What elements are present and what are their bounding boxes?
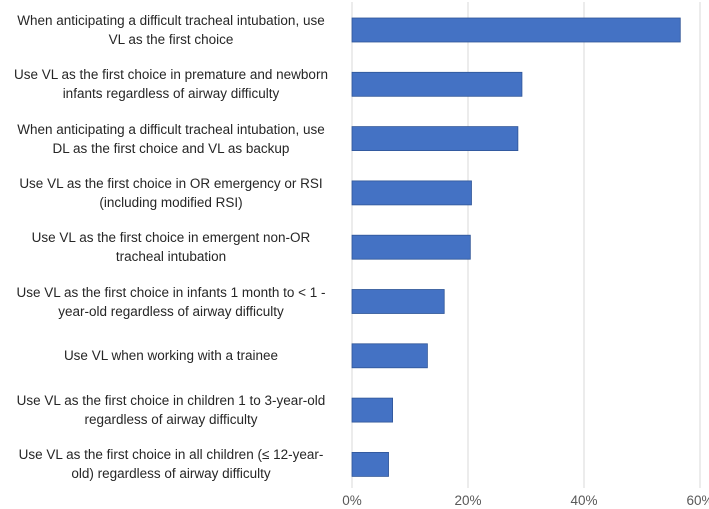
bar xyxy=(351,71,523,97)
category-label: Use VL when working with a trainee xyxy=(0,346,342,365)
category-label: When anticipating a difficult tracheal i… xyxy=(0,120,342,158)
category-label-line: old) regardless of airway difficulty xyxy=(71,466,271,482)
category-label-line: When anticipating a difficult tracheal i… xyxy=(17,121,325,137)
bar xyxy=(351,289,445,314)
category-label-line: Use VL as the first choice in infants 1 … xyxy=(16,284,326,300)
x-tick-label: 40% xyxy=(570,493,597,508)
category-label-line: tracheal intubation xyxy=(115,249,227,265)
x-tick-label: 20% xyxy=(454,493,481,508)
category-label-line: When anticipating a difficult tracheal i… xyxy=(17,13,325,28)
category-label: Use VL as the first choice in premature … xyxy=(0,65,342,103)
category-label-line: Use VL as the first choice in premature … xyxy=(14,67,328,83)
category-label-line: infants regardless of airway difficulty xyxy=(62,86,280,102)
category-label-line: Use VL when working with a trainee xyxy=(63,348,279,364)
category-label: Use VL as the first choice in all childr… xyxy=(0,445,342,483)
category-label: Use VL as the first choice in emergent n… xyxy=(0,228,342,266)
bar xyxy=(351,126,519,151)
category-label-line: Use VL as the first choice in OR emergen… xyxy=(19,175,323,191)
bar xyxy=(351,451,389,477)
category-label-line: (including modified RSI) xyxy=(99,194,243,210)
category-label-line: Use VL as the first choice in emergent n… xyxy=(31,230,311,246)
bar xyxy=(351,343,428,369)
category-label: Use VL as the first choice in OR emergen… xyxy=(0,174,342,212)
category-label: Use VL as the first choice in infants 1 … xyxy=(0,283,342,321)
bar xyxy=(351,180,472,206)
category-label-line: VL as the first choice xyxy=(108,32,234,47)
bar xyxy=(351,397,393,423)
category-label: When anticipating a difficult tracheal i… xyxy=(0,11,342,49)
bar xyxy=(351,17,681,43)
x-tick-label: 60% xyxy=(686,493,709,508)
x-tick-label: 0% xyxy=(342,493,362,508)
category-label-line: DL as the first choice and VL as backup xyxy=(52,140,290,156)
category-label-line: regardless of airway difficulty xyxy=(84,412,258,428)
category-label-line: Use VL as the first choice in all childr… xyxy=(18,447,324,463)
category-label-line: Use VL as the first choice in children 1… xyxy=(16,393,326,409)
bar xyxy=(351,234,471,260)
category-label-line: year-old regardless of airway difficulty xyxy=(58,303,284,319)
category-label: Use VL as the first choice in children 1… xyxy=(0,391,342,429)
